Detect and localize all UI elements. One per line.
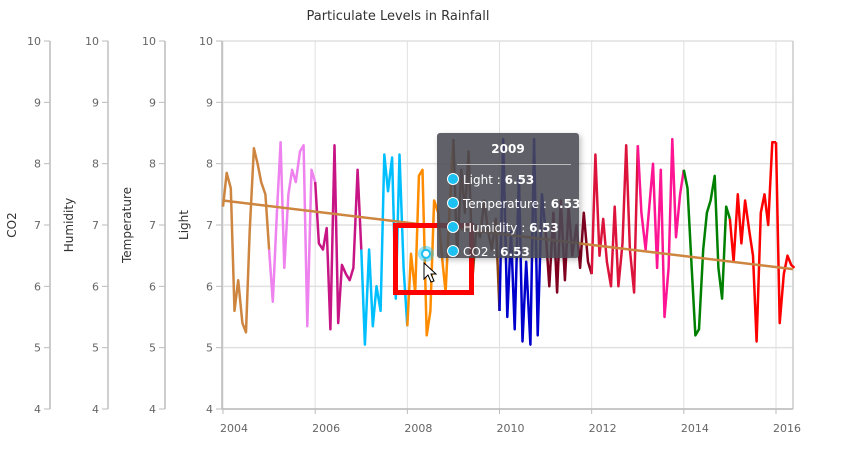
y-tick-label: 9: [92, 96, 99, 109]
tooltip-row-light: Light : 6.53: [437, 171, 579, 195]
tooltip-value: 6.53: [550, 197, 581, 211]
series-marker-icon: [447, 245, 459, 257]
series-marker-icon: [447, 221, 459, 233]
y-tick-label: 4: [149, 403, 156, 416]
y-axis-title-light: Light: [177, 210, 191, 240]
y-tick-label: 10: [27, 35, 41, 48]
x-tick-label: 2004: [220, 422, 248, 435]
y-tick-label: 7: [149, 219, 156, 232]
y-tick-label: 4: [92, 403, 99, 416]
series-line-2005: [267, 140, 317, 328]
tooltip-value: 6.53: [500, 245, 530, 259]
tooltip-value: 6.53: [529, 221, 559, 235]
y-axis-title-co2: CO2: [5, 212, 19, 237]
y-tick-label: 7: [92, 219, 99, 232]
y-tick-label: 4: [206, 403, 213, 416]
tooltip-label: Humidity: [463, 221, 518, 235]
series-line-2016: [774, 142, 796, 325]
axes: 2004 2006 2008 2010 2012 2014 2016 4 5 6 7 8 9 10 CO2 4…: [5, 35, 801, 435]
y-tick-label: 5: [206, 342, 213, 355]
series-line-2007: [360, 153, 409, 346]
x-tick-label: 2016: [773, 422, 801, 435]
y-tick-label: 10: [199, 35, 213, 48]
series-line-2004: [221, 147, 271, 334]
y-tick-label: 4: [34, 403, 41, 416]
y-tick-label: 8: [92, 158, 99, 171]
y-tick-label: 10: [85, 35, 99, 48]
selection-box: [393, 223, 474, 295]
y-tick-label: 9: [34, 96, 41, 109]
x-tick-label: 2014: [681, 422, 709, 435]
y-tick-label: 6: [34, 280, 41, 293]
tooltip-row-temperature: Temperature : 6.53: [437, 195, 581, 219]
y-axis-title-humidity: Humidity: [62, 198, 76, 252]
y-tick-label: 8: [206, 158, 213, 171]
series-line-2010: [498, 137, 547, 346]
tooltip-row-humidity: Humidity : 6.53: [437, 219, 579, 243]
y-tick-label: 6: [206, 280, 213, 293]
series-marker-icon: [447, 197, 459, 209]
y-tick-label: 5: [34, 342, 41, 355]
tooltip-value: 6.53: [504, 173, 535, 187]
y-tick-label: 6: [92, 280, 99, 293]
tooltip-row-co2: CO2 : 6.53: [437, 243, 579, 267]
x-tick-label: 2006: [312, 422, 340, 435]
y-axis-title-temperature: Temperature: [120, 187, 134, 264]
series-marker-icon: [447, 173, 459, 185]
y-tick-label: 9: [149, 96, 156, 109]
y-tick-label: 6: [149, 280, 156, 293]
chart-title: Particulate Levels in Rainfall: [306, 9, 489, 24]
y-tick-label: 5: [92, 342, 99, 355]
x-tick-label: 2010: [497, 422, 525, 435]
tooltip: 2009 Light : 6.53 Temperature : 6.53 Hum…: [437, 133, 581, 259]
series-line-2014: [682, 169, 732, 337]
y-tick-label: 7: [206, 219, 213, 232]
y-tick-label: 5: [149, 342, 156, 355]
x-tick-label: 2008: [404, 422, 432, 435]
y-tick-label: 8: [149, 158, 156, 171]
y-tick-label: 9: [206, 96, 213, 109]
highlight-group: [418, 245, 434, 262]
series-line-2006: [313, 144, 363, 331]
y-tick-label: 7: [34, 219, 41, 232]
x-tick-label: 2012: [589, 422, 617, 435]
tooltip-label: Light: [463, 173, 493, 187]
y-tick-label: 8: [34, 158, 41, 171]
highlight-point: [421, 248, 431, 259]
tooltip-label: Temperature: [463, 197, 540, 211]
series-line-2012: [590, 144, 640, 294]
mouse-pointer-icon: [423, 262, 438, 283]
series-line-2015: [728, 140, 776, 343]
tooltip-label: CO2: [463, 245, 489, 259]
tooltip-divider: [457, 164, 571, 165]
y-tick-label: 10: [142, 35, 156, 48]
series-line-2013: [636, 137, 686, 319]
tooltip-header: 2009: [491, 142, 525, 156]
